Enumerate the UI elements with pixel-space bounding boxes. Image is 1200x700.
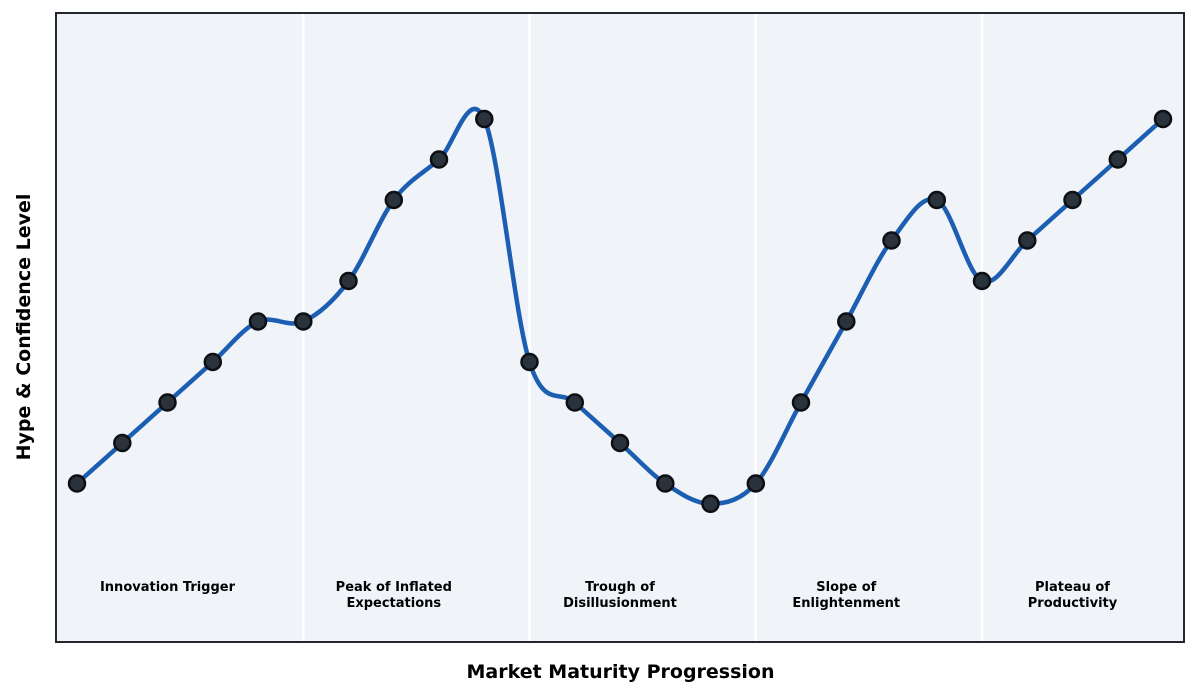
data-point-marker [203,352,223,372]
phase-divider [528,14,531,641]
data-point-marker [972,271,992,291]
x-axis-title: Market Maturity Progression [466,661,775,683]
data-point-marker [339,271,358,291]
hype-curve-chart [67,14,1173,641]
phase-label: Slope of Enlightenment [792,580,901,611]
data-point-marker [746,474,766,493]
data-point-marker [656,474,675,493]
data-point-marker [565,393,585,412]
phase-divider [754,14,757,641]
data-point-marker [791,393,811,412]
data-point-marker [927,190,947,210]
data-point-marker [475,109,494,129]
data-point-marker [1063,190,1082,210]
phase-label: Peak of Inflated Expectations [335,580,452,611]
data-point-marker [158,393,177,412]
data-point-marker [113,433,132,453]
phase-label: Plateau of Productivity [1027,580,1118,611]
data-point-marker [701,494,720,514]
data-point-marker [1018,231,1037,250]
phase-divider [980,14,984,641]
y-axis-title: Hype & Confidence Level [13,193,35,461]
data-point-marker [882,231,901,250]
data-point-marker [1153,109,1173,129]
phase-label: Trough of Disillusionment [563,580,677,611]
data-point-marker [1108,150,1128,169]
data-point-marker [520,352,539,372]
data-point-marker [384,190,404,210]
data-point-marker [294,312,313,331]
data-point-marker [837,312,856,331]
data-point-marker [429,150,449,169]
data-point-marker [248,312,268,331]
data-point-marker [67,474,87,493]
phase-label: Innovation Trigger [99,580,236,595]
data-point-marker [610,433,630,453]
plot-area: Innovation Trigger Peak of Inflated Expec… [55,12,1185,643]
